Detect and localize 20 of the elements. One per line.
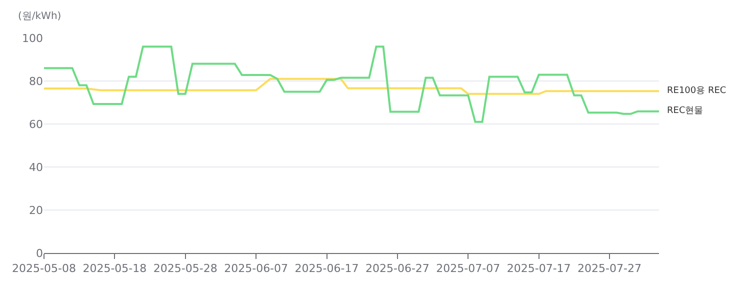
x-tick-label: 2025-07-17 — [506, 262, 571, 276]
x-tick-label: 2025-05-08 — [12, 262, 76, 276]
y-tick-label: 20 — [29, 204, 43, 217]
series-label: REC현물 — [667, 106, 704, 116]
y-tick-label: 100 — [22, 32, 43, 45]
series-label: RE100용 REC — [667, 86, 726, 96]
y-tick-label: 0 — [36, 246, 43, 260]
y-tick-label: 60 — [29, 118, 43, 131]
line-series — [44, 46, 659, 123]
x-tick-label: 2025-06-27 — [365, 262, 430, 276]
x-tick-label: 2025-06-17 — [294, 262, 359, 276]
x-tick-label: 2025-05-28 — [153, 262, 218, 276]
x-tick-label: 2025-05-18 — [82, 262, 147, 276]
line-series — [44, 78, 659, 95]
y-axis-title: (원/kWh) — [18, 11, 62, 22]
y-tick-label: 40 — [29, 160, 43, 174]
x-tick-label: 2025-07-07 — [436, 262, 500, 276]
x-tick-label: 2025-06-07 — [224, 262, 288, 276]
x-tick-label: 2025-07-27 — [578, 262, 642, 276]
y-tick-label: 80 — [29, 74, 43, 88]
